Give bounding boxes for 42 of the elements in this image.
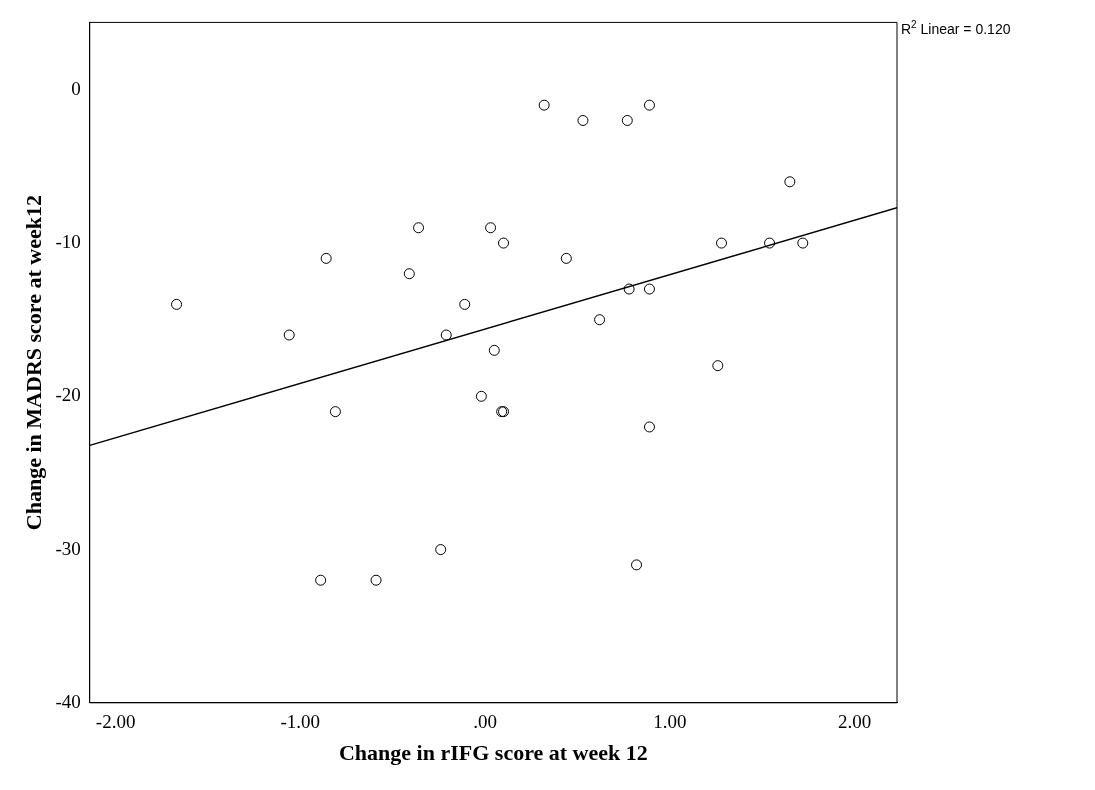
point (623, 283, 635, 295)
x-tick-label: 2.00 (837, 711, 872, 733)
point (577, 114, 589, 126)
x-axis-title: Change in rIFG score at week 12 (338, 740, 648, 766)
point (560, 252, 572, 264)
point (712, 360, 724, 372)
point (403, 268, 415, 280)
point (435, 544, 447, 556)
point (498, 237, 510, 249)
point (631, 559, 643, 571)
x-tick-label: 1.00 (653, 711, 687, 733)
y-tick-label: -30 (55, 537, 81, 559)
point (315, 574, 327, 586)
point (538, 99, 550, 111)
point (485, 222, 497, 234)
y-axis-title: Change in MADRS score at week12 (20, 195, 46, 531)
point (797, 237, 809, 249)
point (764, 237, 776, 249)
point (171, 298, 183, 310)
point (440, 329, 452, 341)
point (784, 176, 796, 188)
point (459, 298, 471, 310)
point (643, 99, 655, 111)
x-tick-label: .00 (473, 711, 497, 733)
point (621, 114, 633, 126)
x-tick-label: -1.00 (280, 711, 321, 733)
y-tick-label: -10 (55, 231, 81, 253)
point (716, 237, 728, 249)
point (643, 283, 655, 295)
point (283, 329, 295, 341)
x-tick-label: -2.00 (95, 711, 136, 733)
point (488, 344, 500, 356)
point (370, 574, 382, 586)
point (643, 421, 655, 433)
y-tick-label: -40 (55, 690, 81, 712)
point (594, 314, 606, 326)
y-tick-label: 0 (71, 77, 81, 99)
point (413, 222, 425, 234)
point (475, 390, 487, 402)
y-tick-label: -20 (55, 384, 81, 406)
point (329, 406, 341, 418)
point (320, 252, 332, 264)
